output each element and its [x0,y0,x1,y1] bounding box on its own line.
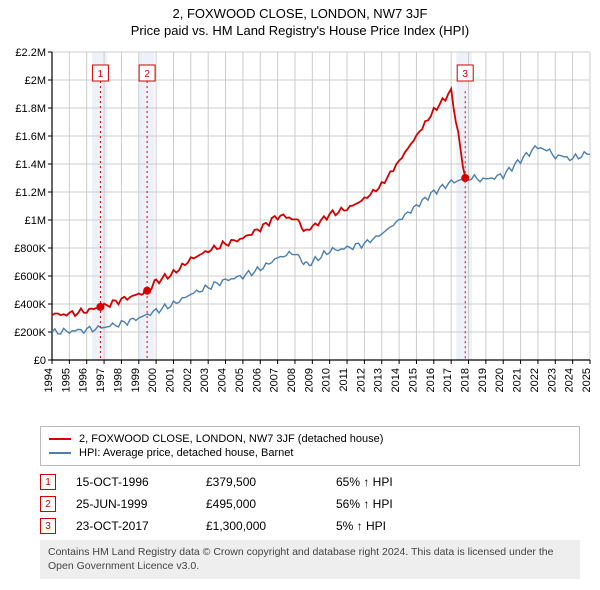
svg-text:2: 2 [144,69,150,80]
line-chart-svg: £0 £200K £400K £600K £800K £1M £1.2M £1.4M £1.6M… [0,40,600,420]
svg-text:1995: 1995 [60,368,72,392]
svg-text:2016: 2016 [425,368,437,392]
svg-text:2006: 2006 [251,368,263,392]
chart-area: £0 £200K £400K £600K £800K £1M £1.2M £1.4M £1.6M… [0,40,600,420]
legend-item: HPI: Average price, detached house, Barn… [49,447,571,459]
svg-text:1996: 1996 [78,368,90,392]
svg-text:2014: 2014 [390,368,402,392]
svg-text:£400K: £400K [14,299,46,311]
title-address: 2, FOXWOOD CLOSE, LONDON, NW7 3JF [0,6,600,21]
svg-text:2009: 2009 [303,368,315,392]
svg-text:2000: 2000 [147,368,159,392]
legend-swatch [49,438,71,440]
legend-item: 2, FOXWOOD CLOSE, LONDON, NW7 3JF (detac… [49,433,571,445]
svg-text:£1M: £1M [25,215,46,227]
transaction-price: £379,500 [206,475,336,489]
svg-text:2011: 2011 [338,368,350,392]
svg-text:£2M: £2M [25,75,46,87]
transaction-marker: 1 [40,474,56,490]
transaction-date: 23-OCT-2017 [76,519,206,533]
transaction-pct: 56% ↑ HPI [336,497,436,511]
svg-text:£1.2M: £1.2M [15,187,46,199]
transaction-marker: 3 [40,518,56,534]
legend: 2, FOXWOOD CLOSE, LONDON, NW7 3JF (detac… [40,426,580,466]
svg-text:1: 1 [98,69,104,80]
transaction-date: 25-JUN-1999 [76,497,206,511]
svg-text:2013: 2013 [373,368,385,392]
transaction-list: 1 15-OCT-1996£379,50065% ↑ HPI 2 25-JUN-199… [40,474,580,534]
svg-text:£200K: £200K [14,327,46,339]
svg-text:2007: 2007 [269,368,281,392]
transaction-date: 15-OCT-1996 [76,475,206,489]
svg-text:2010: 2010 [321,368,333,392]
svg-text:2002: 2002 [182,368,194,392]
transaction-row: 2 25-JUN-1999£495,00056% ↑ HPI [40,496,580,512]
transaction-row: 3 23-OCT-2017£1,300,0005% ↑ HPI [40,518,580,534]
transaction-price: £1,300,000 [206,519,336,533]
svg-text:2008: 2008 [286,368,298,392]
transaction-row: 1 15-OCT-1996£379,50065% ↑ HPI [40,474,580,490]
svg-text:2017: 2017 [442,368,454,392]
svg-text:£0: £0 [34,355,46,367]
svg-text:1997: 1997 [95,368,107,392]
svg-text:2004: 2004 [217,368,229,392]
transaction-marker: 2 [40,496,56,512]
svg-text:2025: 2025 [581,368,593,392]
legend-label: 2, FOXWOOD CLOSE, LONDON, NW7 3JF (detac… [79,433,383,445]
svg-text:2005: 2005 [234,368,246,392]
svg-text:2022: 2022 [529,368,541,392]
svg-text:£1.8M: £1.8M [15,103,46,115]
svg-text:1994: 1994 [43,368,55,392]
legend-label: HPI: Average price, detached house, Barn… [79,447,293,459]
footnote: Contains HM Land Registry data © Crown c… [40,540,580,579]
svg-text:1998: 1998 [112,368,124,392]
transaction-price: £495,000 [206,497,336,511]
legend-swatch [49,452,71,454]
svg-text:£800K: £800K [14,243,46,255]
svg-text:1999: 1999 [130,368,142,392]
svg-text:2012: 2012 [355,368,367,392]
svg-text:£1.4M: £1.4M [15,159,46,171]
svg-text:2023: 2023 [546,368,558,392]
chart-titles: 2, FOXWOOD CLOSE, LONDON, NW7 3JF Price … [0,0,600,40]
svg-text:£2.2M: £2.2M [15,47,46,59]
svg-text:2021: 2021 [512,368,524,392]
title-subtitle: Price paid vs. HM Land Registry's House … [0,23,600,38]
transaction-pct: 5% ↑ HPI [336,519,436,533]
svg-text:£1.6M: £1.6M [15,131,46,143]
svg-text:2001: 2001 [164,368,176,392]
svg-text:3: 3 [462,69,468,80]
svg-text:£600K: £600K [14,271,46,283]
svg-text:2019: 2019 [477,368,489,392]
svg-text:2003: 2003 [199,368,211,392]
transaction-pct: 65% ↑ HPI [336,475,436,489]
svg-text:2015: 2015 [407,368,419,392]
svg-text:2020: 2020 [494,368,506,392]
svg-text:2018: 2018 [460,368,472,392]
svg-text:2024: 2024 [564,368,576,392]
